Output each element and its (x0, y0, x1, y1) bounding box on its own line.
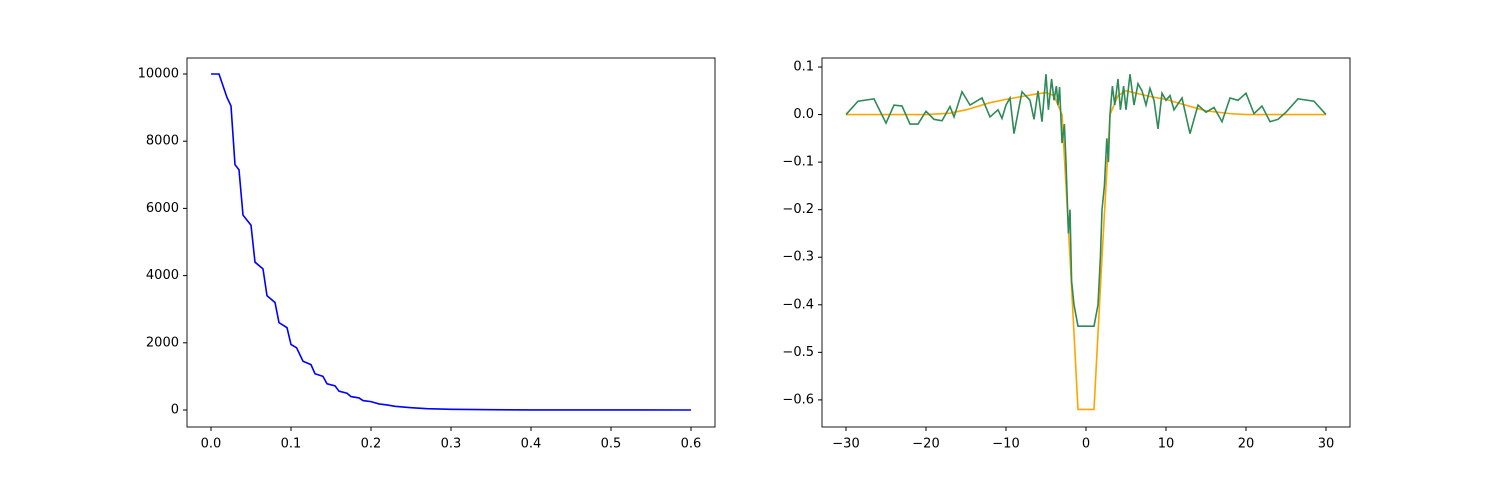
x-tick-label: 0.5 (601, 437, 622, 452)
y-tick-label: 4000 (146, 268, 179, 283)
x-tick-label: 20 (1238, 437, 1255, 452)
x-tick-label: 30 (1318, 437, 1335, 452)
y-tick-label: 0 (171, 402, 179, 417)
x-tick-label: −10 (992, 437, 1019, 452)
x-tick-label: 0.1 (281, 437, 302, 452)
y-tick-label: 2000 (146, 335, 179, 350)
y-tick-label: −0.1 (782, 155, 814, 170)
axes-frame (186, 57, 716, 428)
x-tick-label: 0.3 (441, 437, 462, 452)
y-tick-label: −0.4 (782, 297, 814, 312)
x-tick-label: −30 (832, 437, 859, 452)
y-tick-label: 10000 (138, 66, 179, 81)
y-tick-label: −0.6 (782, 392, 814, 407)
x-tick-label: 0.0 (201, 437, 222, 452)
y-tick-label: −0.3 (782, 250, 814, 265)
data-line (846, 89, 1326, 411)
y-tick-label: 8000 (146, 134, 179, 149)
axes-frame (821, 57, 1351, 428)
y-tick-label: −0.5 (782, 345, 814, 360)
x-tick-label: −20 (912, 437, 939, 452)
x-tick-label: 0 (1082, 437, 1090, 452)
data-line (211, 73, 692, 411)
y-tick-label: 0.1 (793, 60, 814, 75)
x-tick-label: 0.2 (361, 437, 382, 452)
y-tick-label: 6000 (146, 201, 179, 216)
x-tick-label: 10 (1158, 437, 1175, 452)
x-tick-label: 0.4 (521, 437, 542, 452)
data-line (845, 74, 1327, 327)
y-tick-label: −0.2 (782, 202, 814, 217)
x-tick-label: 0.6 (681, 437, 702, 452)
y-tick-label: 0.0 (793, 107, 814, 122)
